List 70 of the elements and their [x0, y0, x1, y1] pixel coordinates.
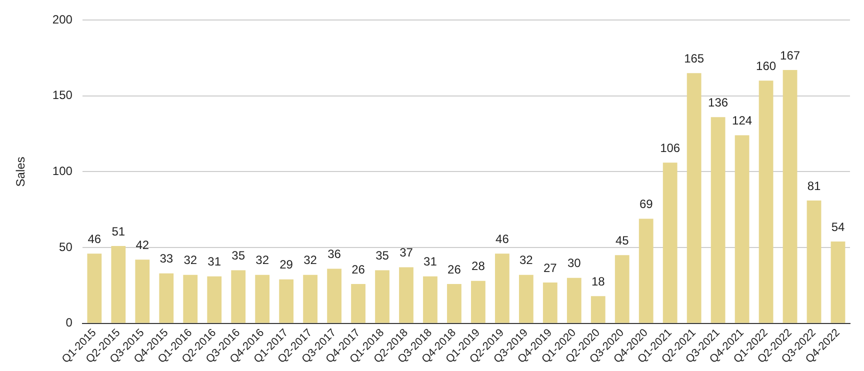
bar	[590, 296, 606, 323]
bar	[423, 276, 438, 323]
bar	[279, 279, 294, 323]
bar	[447, 284, 462, 323]
y-axis-title: Sales	[14, 156, 28, 187]
bar	[782, 70, 798, 323]
data-label: 33	[160, 252, 174, 266]
data-label: 28	[472, 259, 486, 274]
data-label: 124	[732, 114, 752, 128]
data-label: 136	[708, 95, 728, 110]
data-label: 42	[136, 238, 150, 252]
bar	[207, 276, 222, 323]
data-label: 29	[280, 258, 294, 272]
bar	[614, 255, 630, 323]
bar	[303, 274, 318, 323]
bar	[255, 274, 270, 323]
data-label: 167	[780, 48, 800, 62]
data-label: 81	[807, 178, 822, 193]
data-label: 54	[831, 220, 845, 234]
data-label: 37	[400, 246, 414, 260]
data-label: 30	[567, 256, 582, 270]
data-label: 46	[88, 232, 102, 246]
data-label: 69	[639, 197, 654, 212]
bar	[471, 280, 486, 323]
bar	[566, 278, 582, 323]
bar	[159, 273, 174, 323]
data-label: 27	[543, 260, 558, 275]
data-label: 32	[520, 253, 534, 268]
data-label: 36	[328, 247, 342, 262]
bar	[183, 274, 198, 323]
data-label: 45	[615, 233, 630, 248]
data-label: 32	[256, 253, 270, 268]
bar	[351, 284, 366, 323]
bar	[710, 117, 726, 323]
data-label: 31	[424, 254, 438, 269]
bar	[758, 80, 774, 323]
bar	[399, 267, 414, 323]
data-label: 26	[352, 262, 366, 276]
bar	[734, 135, 750, 323]
bar	[327, 268, 342, 323]
data-label: 31	[208, 254, 222, 269]
bar	[135, 260, 150, 323]
data-label: 165	[684, 51, 704, 66]
bar	[638, 218, 654, 323]
bar	[542, 282, 558, 323]
data-label: 35	[376, 248, 390, 263]
y-tick-label: 200	[52, 12, 73, 26]
data-label: 35	[232, 248, 246, 263]
data-label: 106	[660, 140, 680, 155]
data-label: 51	[112, 224, 126, 238]
bar	[830, 241, 846, 323]
y-tick-label: 0	[66, 316, 73, 330]
data-label: 32	[184, 253, 198, 268]
bar	[806, 200, 822, 323]
bar	[662, 162, 678, 323]
bar	[231, 270, 246, 323]
data-label: 26	[448, 262, 462, 276]
data-label: 160	[756, 58, 776, 73]
y-tick-label: 50	[59, 240, 73, 254]
bar	[494, 254, 510, 323]
y-tick-label: 150	[52, 88, 73, 102]
data-label: 18	[591, 274, 606, 288]
bar	[518, 274, 534, 323]
y-tick-label: 100	[52, 164, 73, 178]
data-label: 46	[496, 232, 510, 246]
data-label: 32	[304, 253, 318, 268]
bar	[87, 254, 102, 323]
bar	[111, 246, 126, 323]
bar	[375, 270, 390, 323]
bar	[686, 73, 702, 323]
